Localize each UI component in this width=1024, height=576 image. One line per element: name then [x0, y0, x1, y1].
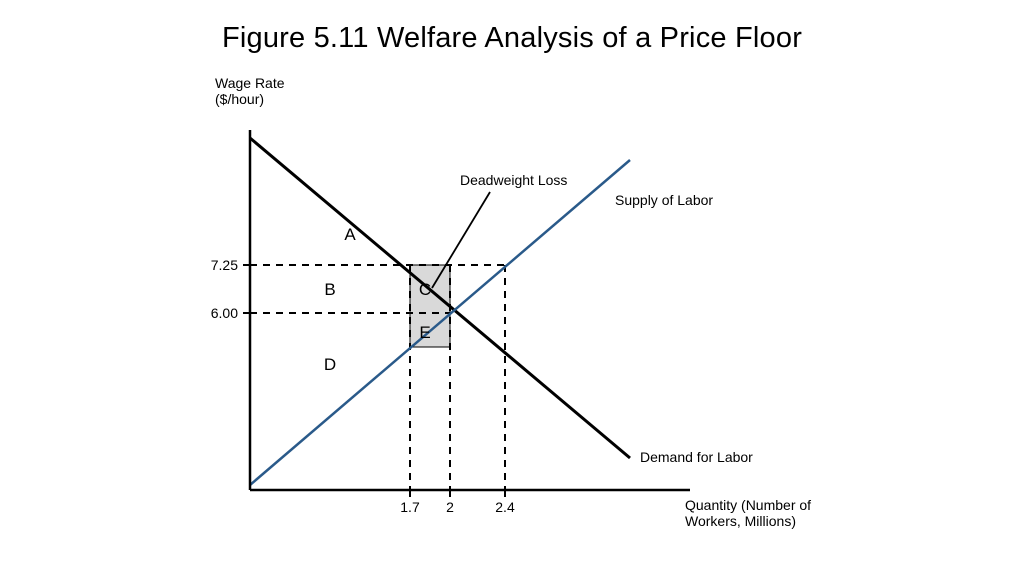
supply-label: Supply of Labor [615, 192, 713, 208]
demand-curve [250, 138, 630, 458]
region-label-E: E [419, 323, 430, 342]
welfare-chart: 7.25 6.00 1.7 2 2.4 Wage Rate($/hour) Quantity… [170, 70, 890, 555]
region-label-D: D [324, 355, 336, 374]
region-label-A: A [344, 225, 356, 244]
supply-curve [250, 160, 630, 485]
y-tick-label-0: 7.25 [211, 257, 238, 273]
x-tick-label-1: 2 [446, 499, 454, 515]
x-axis-label-0: Quantity (Number of [685, 497, 811, 513]
x-tick-label-0: 1.7 [400, 499, 420, 515]
y-axis-label-0: Wage Rate [215, 75, 285, 91]
demand-label: Demand for Labor [640, 449, 753, 465]
dwl-callout-line [432, 192, 490, 288]
x-axis-label-1: Workers, Millions) [685, 513, 796, 529]
y-axis-label-1: ($/hour) [215, 91, 264, 107]
x-tick-label-2: 2.4 [495, 499, 515, 515]
region-label-C: C [419, 280, 431, 299]
page-title: Figure 5.11 Welfare Analysis of a Price … [0, 0, 1024, 55]
region-label-B: B [324, 280, 335, 299]
y-tick-label-1: 6.00 [211, 305, 238, 321]
dwl-callout-text: Deadweight Loss [460, 172, 567, 188]
